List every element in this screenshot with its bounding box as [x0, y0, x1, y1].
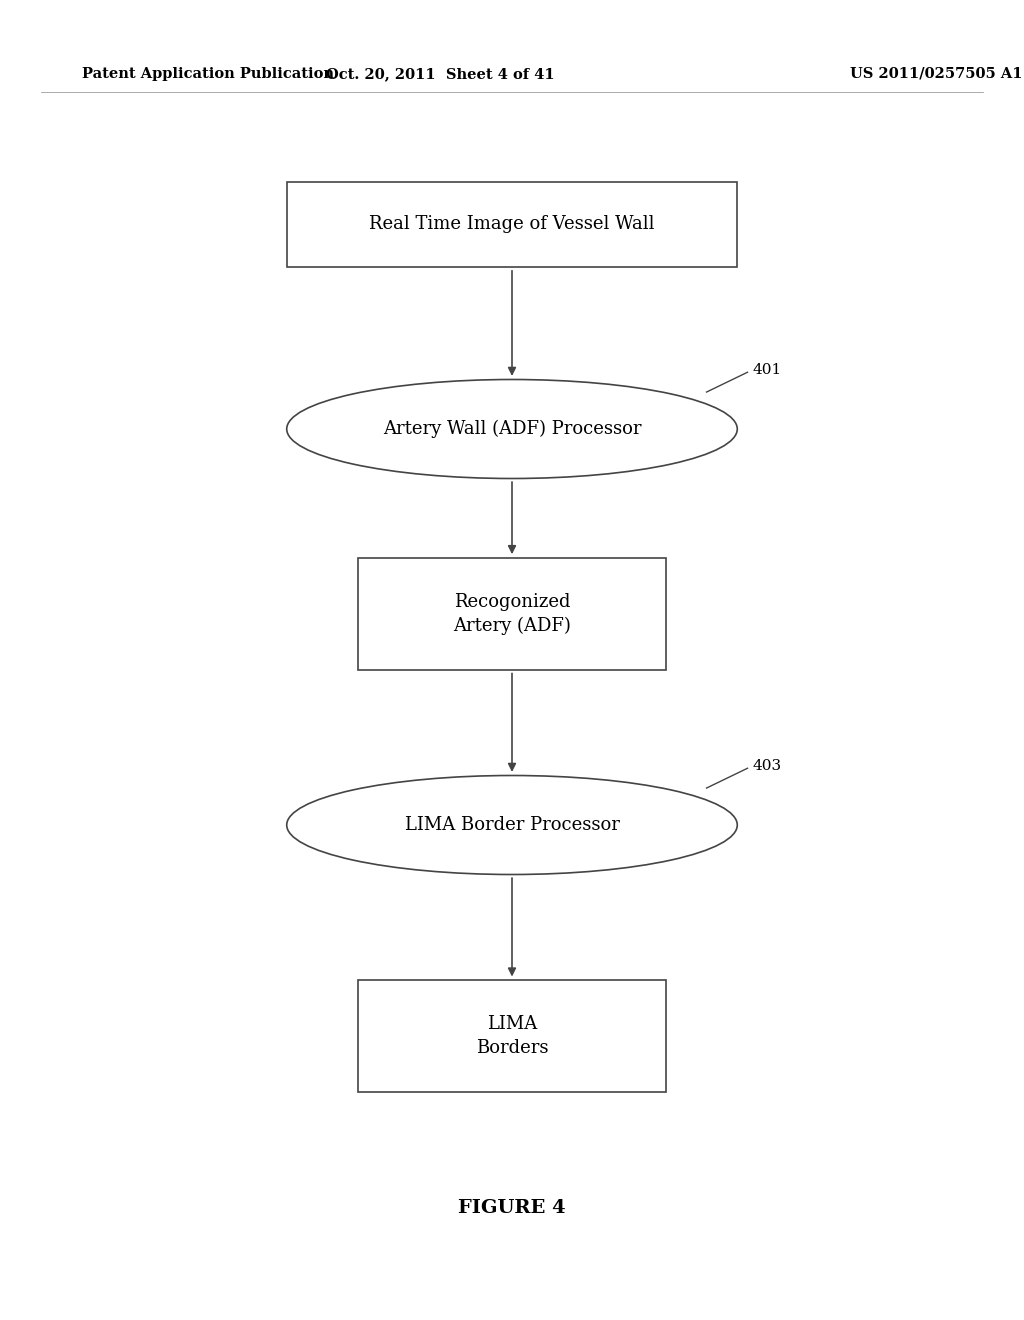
- FancyBboxPatch shape: [287, 181, 737, 267]
- Text: Oct. 20, 2011  Sheet 4 of 41: Oct. 20, 2011 Sheet 4 of 41: [326, 67, 555, 81]
- Text: LIMA
Borders: LIMA Borders: [476, 1015, 548, 1057]
- Text: 401: 401: [753, 363, 782, 376]
- Text: FIGURE 4: FIGURE 4: [458, 1199, 566, 1217]
- Text: 403: 403: [753, 759, 781, 772]
- Ellipse shape: [287, 776, 737, 874]
- Ellipse shape: [287, 379, 737, 478]
- FancyBboxPatch shape: [358, 979, 666, 1093]
- Text: Real Time Image of Vessel Wall: Real Time Image of Vessel Wall: [370, 215, 654, 234]
- Text: Artery Wall (ADF) Processor: Artery Wall (ADF) Processor: [383, 420, 641, 438]
- Text: US 2011/0257505 A1: US 2011/0257505 A1: [850, 67, 1022, 81]
- Text: Recogonized
Artery (ADF): Recogonized Artery (ADF): [453, 593, 571, 635]
- FancyBboxPatch shape: [358, 557, 666, 671]
- Text: LIMA Border Processor: LIMA Border Processor: [404, 816, 620, 834]
- Text: Patent Application Publication: Patent Application Publication: [82, 67, 334, 81]
